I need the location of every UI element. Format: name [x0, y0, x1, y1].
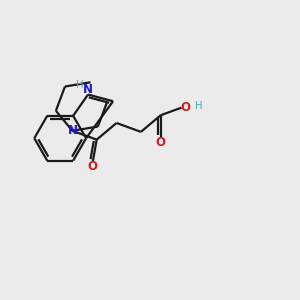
- Text: N: N: [68, 124, 78, 137]
- Text: O: O: [156, 136, 166, 149]
- Text: H: H: [76, 80, 84, 90]
- Text: H: H: [195, 101, 202, 111]
- Text: O: O: [88, 160, 98, 173]
- Text: O: O: [181, 101, 191, 114]
- Text: N: N: [83, 83, 93, 96]
